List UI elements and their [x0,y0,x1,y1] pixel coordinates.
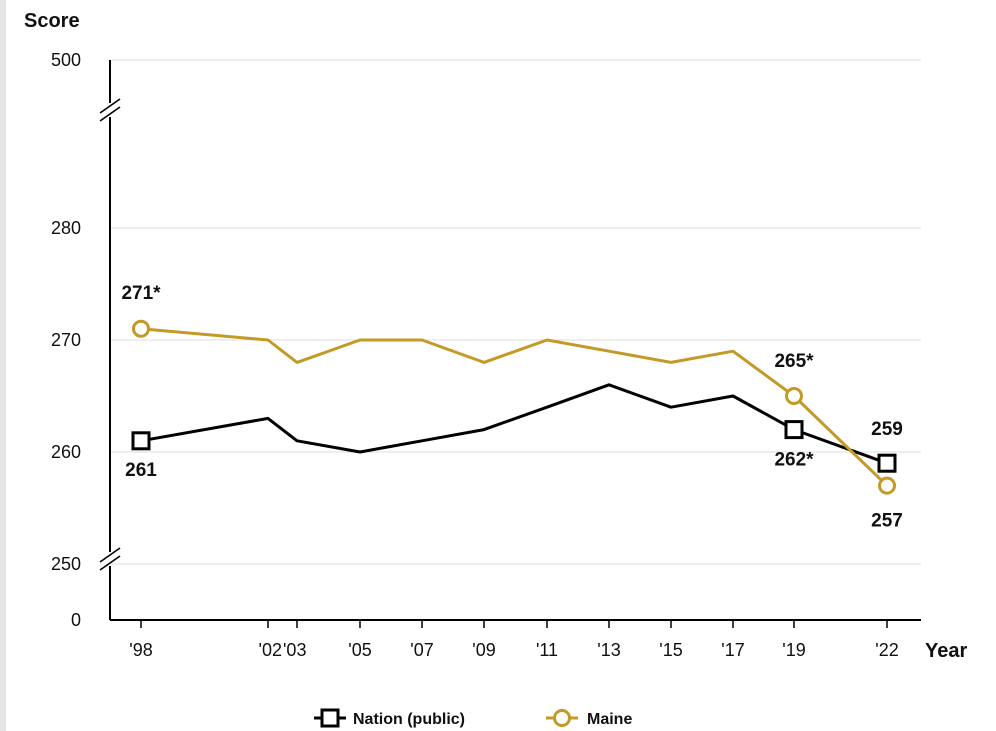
data-label: 259 [871,419,903,440]
x-tick-label: '17 [721,640,744,660]
axes: 0 250 260 270 280 500 '98 '02'03 '05 '07 '09 '11 '13… [24,10,967,662]
x-tick-label: '09 [472,640,495,660]
y-tick-label: 250 [51,554,81,574]
axis-break-mark [99,547,121,563]
legend: Nation (public) Maine [314,708,632,728]
gridlines [110,59,921,565]
axis-break-mark [99,106,121,122]
x-tick-label: '11 [536,640,558,660]
legend-circle-icon [553,709,571,727]
data-point-square [877,453,897,473]
x-tick-label: '98 [129,640,152,660]
data-label: 261 [125,460,157,481]
series [131,319,897,495]
x-tick-label: '07 [410,640,433,660]
x-axis-title: Year [925,640,967,662]
x-tick-label: '13 [597,640,620,660]
data-label: 257 [871,511,903,532]
line-chart: 0 250 260 270 280 500 '98 '02'03 '05 '07 '09 '11 '13… [24,10,967,728]
data-point-circle [878,476,896,495]
y-tick-label: 500 [51,50,81,70]
data-point-square [131,431,151,451]
axis-break-mark [99,98,121,114]
y-tick-label: 280 [51,218,81,238]
x-tick-label: '02 [259,640,282,660]
y-axis-title: Score [24,10,80,32]
series-line-maine [140,327,889,487]
data-point-circle [132,319,150,338]
x-tick-label: '22 [875,640,898,660]
data-point-square [784,420,804,440]
x-tick-label: '03 [283,640,306,660]
legend-label-maine: Maine [587,711,632,728]
data-labels: 261 262* 259 271* 265* 257 [121,283,902,532]
data-label: 271* [121,283,161,304]
y-tick-label: 260 [51,442,81,462]
y-tick-label: 270 [51,330,81,350]
data-point-circle [785,387,803,405]
axis-break-mark [99,555,121,571]
data-label: 262* [774,450,814,471]
legend-label-nation: Nation (public) [353,711,465,728]
x-tick-label: '05 [348,640,371,660]
y-tick-label: 0 [71,610,81,630]
x-tick-label: '19 [782,640,805,660]
series-line-nation [140,383,888,465]
data-label: 265* [774,351,814,372]
x-tick-label: '15 [659,640,682,660]
legend-square-icon [320,708,340,728]
